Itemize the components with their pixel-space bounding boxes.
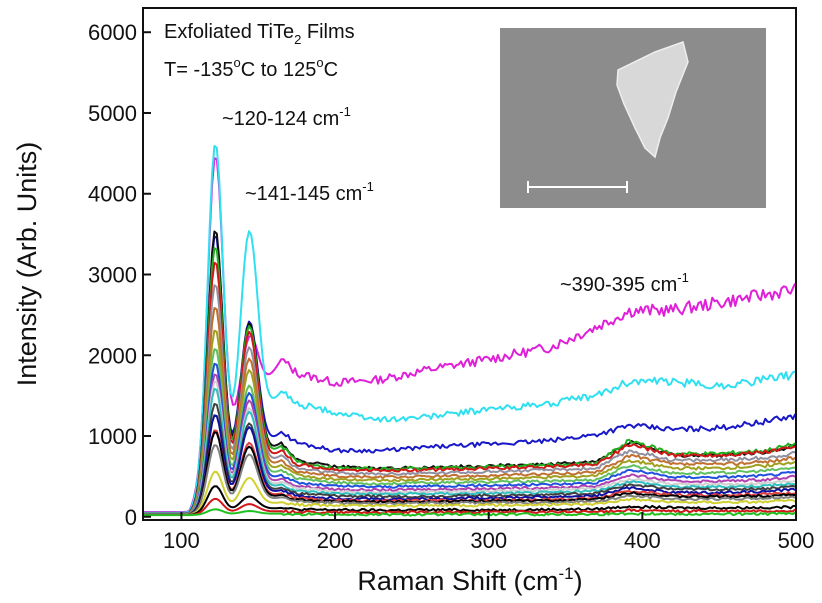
series-line <box>143 380 796 516</box>
sem-inset-image <box>500 28 766 208</box>
series-line <box>143 508 796 517</box>
series-line <box>143 307 796 515</box>
y-tick-label: 3000 <box>88 262 137 287</box>
series-line <box>143 348 796 516</box>
series-line <box>143 387 796 516</box>
inset-flake <box>616 41 689 159</box>
x-tick-label: 500 <box>778 528 815 553</box>
x-tick-label: 200 <box>317 528 354 553</box>
series-line <box>143 284 796 515</box>
x-axis-title: Raman Shift (cm-1) <box>357 564 582 596</box>
x-tick-label: 400 <box>624 528 661 553</box>
series-line <box>143 373 796 516</box>
chart-title-line1: Exfoliated TiTe2 Films <box>164 21 355 47</box>
series-line <box>143 247 796 515</box>
y-tick-label: 5000 <box>88 101 137 126</box>
x-tick-label: 300 <box>470 528 507 553</box>
series-line <box>143 329 796 516</box>
y-tick-label: 2000 <box>88 343 137 368</box>
y-tick-label: 4000 <box>88 182 137 207</box>
series-line <box>143 362 796 516</box>
annotation-peak2: ~141-145 cm-1 <box>245 179 374 205</box>
series-line <box>143 261 796 515</box>
y-axis-title: Intensity (Arb. Units) <box>12 142 42 387</box>
y-tick-label: 0 <box>125 505 137 530</box>
annotation-peak1: ~120-124 cm-1 <box>222 104 351 130</box>
series-line <box>143 403 796 516</box>
y-tick-label: 1000 <box>88 424 137 449</box>
chart-title-line2: T= -135oC to 125oC <box>164 55 338 81</box>
series-line <box>143 444 796 516</box>
series-layer <box>143 144 797 517</box>
series-line <box>143 431 796 516</box>
x-tick-label: 100 <box>163 528 200 553</box>
series-line <box>143 485 796 516</box>
y-tick-label: 6000 <box>88 20 137 45</box>
series-line <box>143 414 796 516</box>
plot-frame <box>142 7 797 521</box>
series-line <box>143 144 796 514</box>
series-line <box>143 470 796 516</box>
annotation-peak3: ~390-395 cm-1 <box>560 270 689 296</box>
